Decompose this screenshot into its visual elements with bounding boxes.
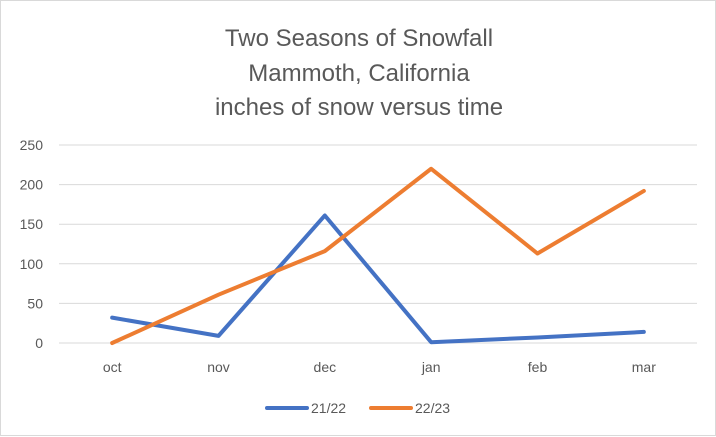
y-tick-label: 0	[35, 335, 43, 351]
x-tick-label-oct: oct	[103, 359, 122, 375]
y-axis-ticks: 0 50 100 150 200 250	[20, 137, 44, 351]
legend-label-0: 21/22	[311, 400, 346, 416]
chart-title-line-2: Mammoth, California	[248, 60, 470, 87]
y-tick-label: 250	[20, 137, 44, 153]
y-tick-label: 50	[27, 295, 43, 311]
legend-label-1: 22/23	[415, 400, 450, 416]
series-line-1	[110, 166, 646, 345]
chart-title: Two Seasons of Snowfall Mammoth, Califor…	[215, 25, 503, 121]
x-tick-label-nov: nov	[207, 359, 230, 375]
series-line-0	[110, 213, 646, 345]
grid-lines	[59, 144, 697, 344]
y-tick-label: 200	[20, 177, 44, 193]
chart-title-line-1: Two Seasons of Snowfall	[225, 25, 493, 52]
x-tick-label-dec: dec	[314, 359, 337, 375]
x-tick-label-feb: feb	[528, 359, 548, 375]
x-tick-label-mar: mar	[632, 359, 656, 375]
x-tick-label-jan: jan	[421, 359, 441, 375]
x-axis-ticks: oct nov dec jan feb mar	[103, 359, 656, 375]
y-tick-label: 150	[20, 216, 44, 232]
chart-title-line-3: inches of snow versus time	[215, 94, 503, 121]
series-lines	[110, 166, 646, 345]
y-tick-label: 100	[20, 256, 44, 272]
legend: 21/22 22/23	[265, 400, 450, 416]
